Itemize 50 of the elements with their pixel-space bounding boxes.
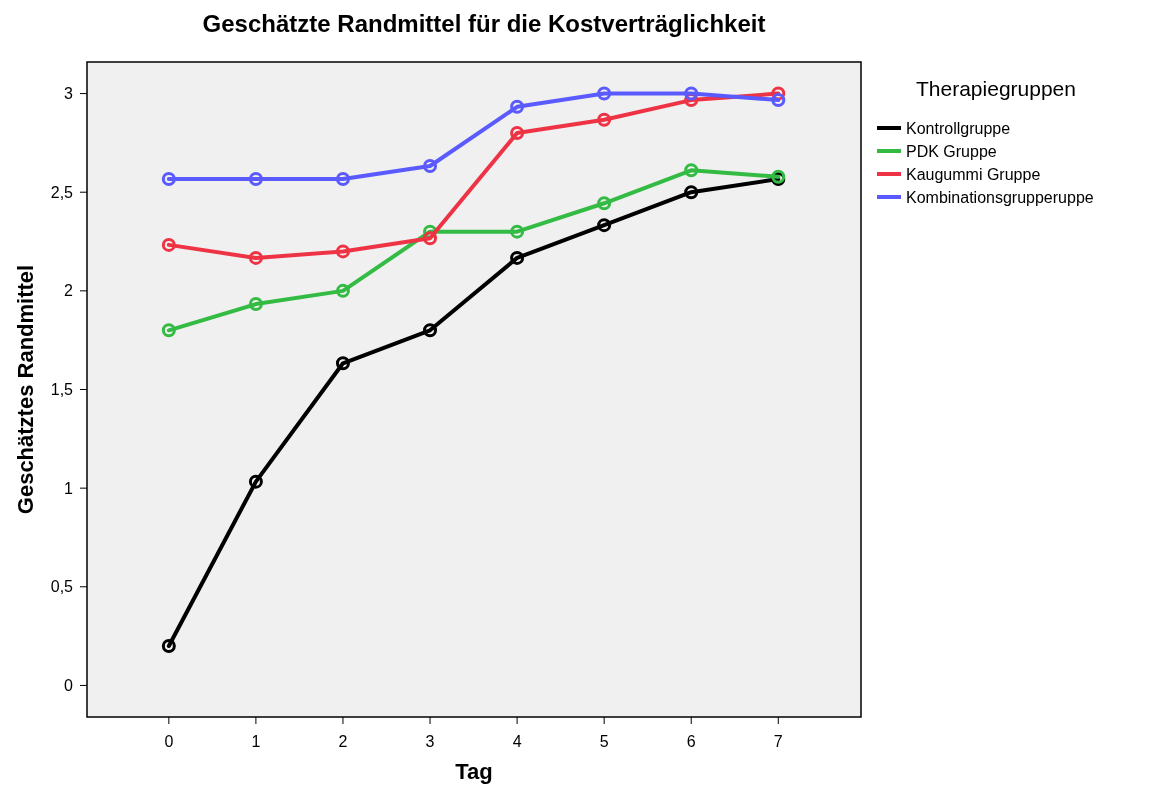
y-axis-title: Geschätztes Randmittel <box>13 264 38 515</box>
point <box>423 323 438 338</box>
point <box>335 171 350 186</box>
x-tick-label: 3 <box>425 733 435 750</box>
point <box>510 99 525 114</box>
point <box>161 237 176 252</box>
point <box>510 224 525 239</box>
point <box>597 86 612 101</box>
point <box>684 163 699 178</box>
point <box>597 218 612 233</box>
legend-title: Therapiegruppen <box>916 77 1076 100</box>
x-axis-title: Tag <box>455 759 493 784</box>
y-tick-label: 3 <box>64 85 74 103</box>
point <box>510 250 525 265</box>
y-tick-label: 1 <box>64 479 74 497</box>
point <box>161 171 176 186</box>
point <box>510 126 525 141</box>
point <box>684 86 699 101</box>
x-tick-label: 4 <box>512 733 522 750</box>
chart-title: Geschätzte Randmittel für die Kostverträglichkeit <box>202 10 766 37</box>
point <box>335 356 350 371</box>
y-tick-label: 1,5 <box>50 381 74 399</box>
legend-label: PDK Gruppe <box>906 142 997 160</box>
x-tick-label: 2 <box>338 733 348 750</box>
point <box>684 185 699 200</box>
point <box>248 297 263 312</box>
x-tick-label: 6 <box>686 733 696 750</box>
legend-label: Kontrollgruppe <box>906 119 1011 137</box>
point <box>423 231 438 246</box>
y-tick-label: 0 <box>64 677 74 695</box>
y-tick-label: 2,5 <box>50 183 74 201</box>
point <box>161 323 176 338</box>
point <box>597 196 612 211</box>
x-tick-label: 0 <box>164 733 174 750</box>
x-tick-label: 1 <box>251 733 261 750</box>
point <box>335 283 350 298</box>
point <box>335 244 350 259</box>
point <box>423 158 438 173</box>
point <box>597 112 612 127</box>
x-tick-label: 5 <box>599 733 609 750</box>
y-tick-label: 0,5 <box>50 578 74 596</box>
point <box>161 638 176 653</box>
point <box>771 93 786 108</box>
point <box>248 474 263 489</box>
y-tick-label: 2 <box>64 282 74 300</box>
point <box>248 250 263 265</box>
legend-label: Kombinationsgrupperuppe <box>906 188 1094 206</box>
x-tick-label: 7 <box>773 733 783 750</box>
legend-label: Kaugummi Gruppe <box>906 165 1041 183</box>
point <box>248 171 263 186</box>
